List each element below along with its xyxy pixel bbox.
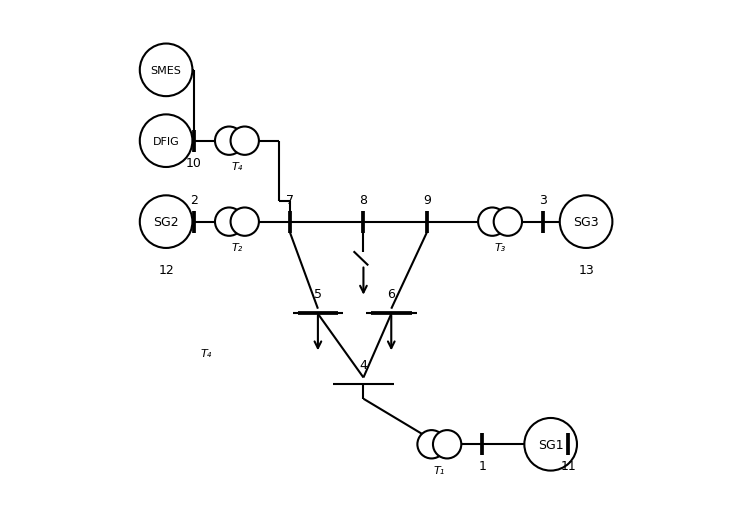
- Text: DFIG: DFIG: [153, 136, 180, 146]
- Circle shape: [231, 208, 259, 236]
- Circle shape: [433, 430, 461, 459]
- Text: 13: 13: [579, 264, 594, 277]
- Circle shape: [417, 430, 446, 459]
- Circle shape: [140, 44, 192, 97]
- Circle shape: [140, 196, 192, 248]
- Text: 4: 4: [360, 358, 367, 371]
- Circle shape: [494, 208, 522, 236]
- Text: SG2: SG2: [153, 216, 179, 229]
- Circle shape: [215, 127, 243, 156]
- Text: T₃: T₃: [495, 242, 506, 252]
- Text: T₄: T₄: [201, 348, 212, 359]
- Text: SG1: SG1: [538, 438, 564, 451]
- Text: 3: 3: [539, 194, 547, 207]
- Text: SMES: SMES: [150, 66, 181, 76]
- Text: 5: 5: [314, 287, 322, 300]
- Text: T₄: T₄: [231, 162, 242, 172]
- Text: 11: 11: [561, 460, 576, 473]
- Text: T₁: T₁: [433, 465, 445, 475]
- Circle shape: [524, 418, 577, 471]
- Text: 7: 7: [286, 194, 294, 207]
- Text: SG3: SG3: [573, 216, 599, 229]
- Circle shape: [560, 196, 612, 248]
- Text: 10: 10: [186, 157, 202, 170]
- Circle shape: [215, 208, 243, 236]
- Text: 12: 12: [158, 264, 174, 277]
- Text: T₂: T₂: [231, 242, 242, 252]
- Circle shape: [140, 115, 192, 168]
- Text: 6: 6: [388, 287, 395, 300]
- Text: 9: 9: [423, 194, 430, 207]
- Text: 8: 8: [360, 194, 368, 207]
- Circle shape: [478, 208, 506, 236]
- Text: 2: 2: [190, 194, 198, 207]
- Text: 1: 1: [478, 460, 486, 473]
- Circle shape: [231, 127, 259, 156]
